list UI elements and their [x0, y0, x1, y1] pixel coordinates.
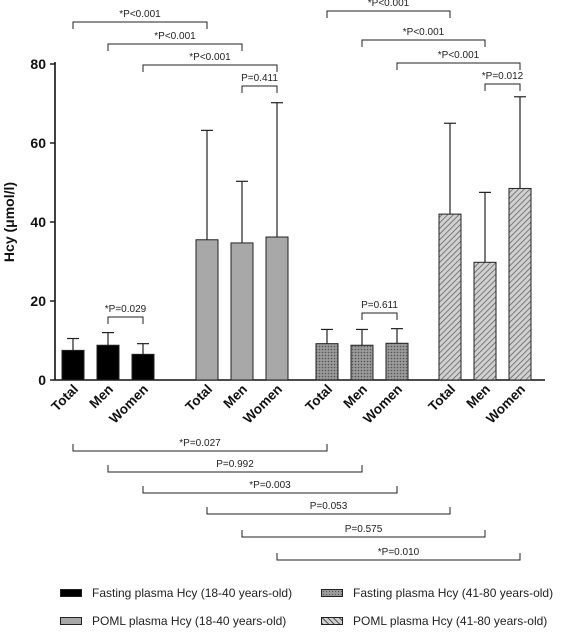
- x-tick-label: Total: [425, 382, 458, 415]
- y-tick-label: 0: [38, 372, 46, 388]
- legend-item-fasting-41-80: Fasting plasma Hcy (41-80 years-old): [321, 586, 553, 600]
- x-tick-label: Women: [106, 382, 151, 427]
- bar: [131, 353, 155, 381]
- x-tick-label: Total: [48, 382, 81, 415]
- bar: [385, 342, 409, 381]
- significance-bracket: [241, 530, 486, 538]
- legend-item-fasting-18-40: Fasting plasma Hcy (18-40 years-old): [60, 586, 292, 600]
- significance-bracket: [107, 316, 144, 324]
- legend-label: POML plasma Hcy (18-40 years-old): [92, 614, 287, 628]
- p-value-label: *P=0.029: [105, 304, 147, 315]
- bar: [96, 344, 120, 381]
- p-value-label: P=0.411: [241, 73, 278, 84]
- y-tick-label: 20: [30, 293, 46, 309]
- bar: [315, 343, 339, 381]
- significance-bracket: [241, 85, 278, 93]
- x-tick-label: Women: [360, 382, 405, 427]
- significance-bracket: [206, 507, 451, 515]
- axes: [50, 62, 545, 381]
- y-tick-label: 80: [30, 56, 46, 72]
- significance-bracket: [276, 553, 521, 561]
- significance-bracket: [142, 486, 398, 494]
- p-value-label: *P<0.001: [189, 52, 231, 63]
- bars: [61, 96, 532, 381]
- x-tick-label: Men: [340, 382, 370, 412]
- legend-swatch: [321, 589, 343, 597]
- x-tick-label: Men: [220, 382, 250, 412]
- legend-label: POML plasma Hcy (41-80 years-old): [353, 614, 548, 628]
- legend: Fasting plasma Hcy (18-40 years-old) Fas…: [0, 572, 577, 632]
- p-value-label: *P=0.012: [482, 71, 524, 82]
- p-value-label: P=0.611: [361, 300, 398, 311]
- bar: [438, 213, 462, 381]
- y-tick-label: 60: [30, 135, 46, 151]
- legend-label: Fasting plasma Hcy (41-80 years-old): [353, 586, 554, 600]
- p-value-label: P=0.053: [310, 501, 348, 512]
- bar-chart: *P<0.001 *P<0.001 *P<0.001 P=0.411 *P=0.029 *…: [1, 0, 545, 561]
- x-tick-label: Men: [463, 382, 493, 412]
- significance-bracket: [72, 21, 208, 29]
- legend-swatch: [60, 617, 82, 625]
- p-value-label: P=0.575: [345, 524, 383, 535]
- bar: [508, 187, 532, 381]
- bar: [265, 236, 289, 381]
- bar: [61, 349, 85, 381]
- legend-item-poml-41-80: POML plasma Hcy (41-80 years-old): [321, 614, 547, 628]
- p-value-label: *P<0.001: [403, 27, 445, 38]
- p-value-label: *P=0.027: [179, 438, 221, 449]
- x-tick-label: Total: [302, 382, 335, 415]
- x-tick-label: Women: [483, 382, 528, 427]
- p-value-label: *P<0.001: [119, 9, 161, 20]
- p-value-label: *P=0.003: [249, 480, 291, 491]
- p-value-label: P=0.992: [216, 459, 254, 470]
- bar: [230, 242, 254, 381]
- legend-label: Fasting plasma Hcy (18-40 years-old): [92, 586, 293, 600]
- significance-bracket: [396, 62, 521, 70]
- significance-bracket: [142, 64, 278, 72]
- bar: [473, 261, 497, 381]
- significance-bracket: [484, 83, 521, 91]
- y-axis-label: Hcy (μmol/l): [1, 182, 17, 262]
- bar: [195, 239, 219, 381]
- significance-bracket: [72, 444, 328, 452]
- comparison-brackets: *P<0.001 *P<0.001 *P<0.001 P=0.411 *P=0.029 *…: [72, 0, 524, 561]
- significance-bracket: [361, 39, 486, 47]
- legend-item-poml-18-40: POML plasma Hcy (18-40 years-old): [60, 614, 286, 628]
- y-tick-label: 40: [30, 214, 46, 230]
- significance-bracket: [107, 43, 243, 51]
- significance-bracket: [107, 465, 363, 473]
- legend-swatch: [60, 589, 82, 597]
- significance-bracket: [361, 312, 398, 320]
- legend-swatch: [321, 617, 343, 625]
- bar: [350, 344, 374, 381]
- p-value-label: *P<0.001: [438, 50, 480, 61]
- x-tick-label: Total: [182, 382, 215, 415]
- x-tick-label: Women: [240, 382, 285, 427]
- p-value-label: *P=0.010: [378, 547, 420, 558]
- p-value-label: *P<0.001: [368, 0, 410, 9]
- x-tick-label: Men: [86, 382, 116, 412]
- significance-bracket: [326, 10, 451, 18]
- p-value-label: *P<0.001: [154, 31, 196, 42]
